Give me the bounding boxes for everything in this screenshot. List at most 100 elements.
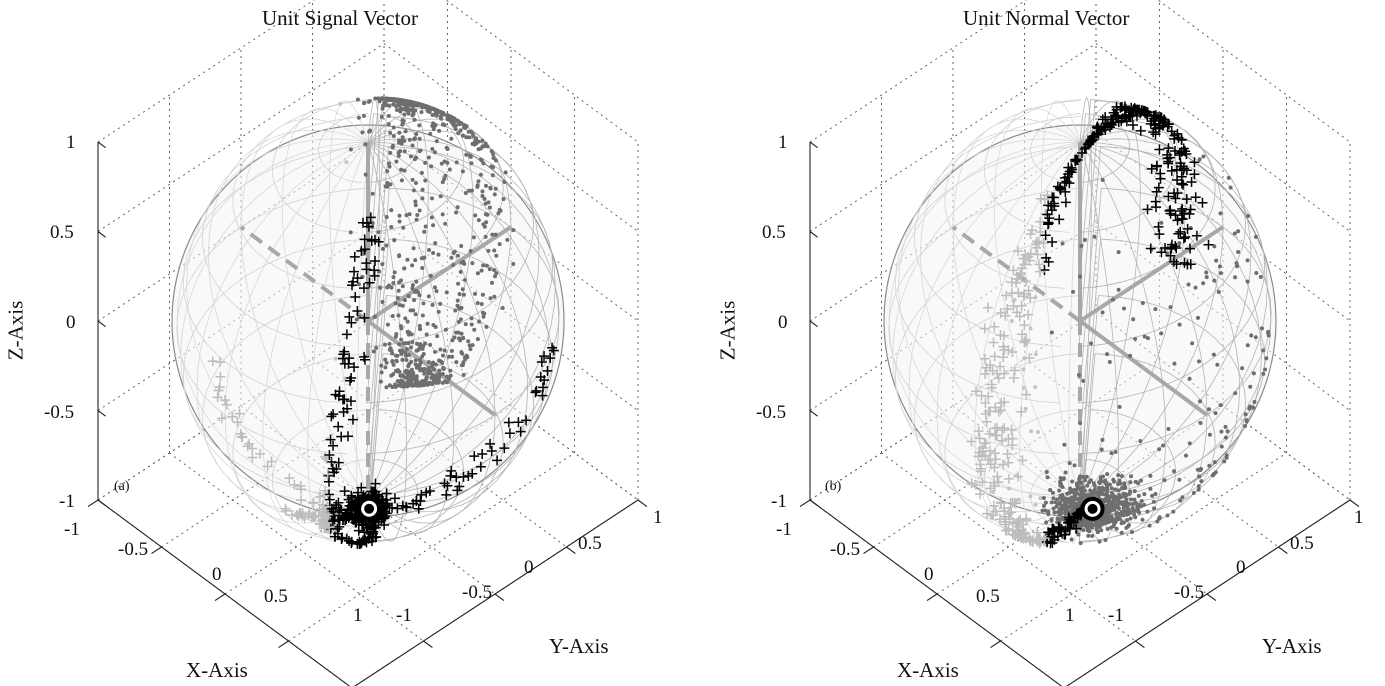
data-point-plus: [988, 337, 999, 348]
data-point-dot: [391, 102, 396, 107]
data-point-dot: [433, 349, 438, 354]
data-point-plus: [537, 382, 548, 393]
z-tick-neg1-a: -1: [59, 491, 75, 512]
data-point-dot: [1067, 461, 1072, 466]
x-tick-0.5-a: 0.5: [264, 586, 288, 607]
z-tick-mark: [809, 141, 818, 149]
data-point-plus: [296, 495, 307, 506]
data-point-dot: [1103, 497, 1108, 502]
data-point-dot: [404, 358, 409, 363]
data-point-plus: [995, 361, 1006, 372]
data-point-dot: [412, 137, 417, 142]
data-point-dot: [502, 180, 507, 185]
data-point-dot: [1153, 307, 1158, 312]
data-point-dot: [490, 173, 495, 178]
data-point-plus: [976, 390, 987, 401]
data-point-dot: [468, 347, 473, 352]
data-point-plus: [235, 428, 246, 439]
data-point-plus: [1181, 194, 1192, 205]
data-point-dot: [1041, 495, 1046, 500]
data-point-plus: [327, 463, 338, 474]
data-point-dot: [1218, 211, 1223, 216]
data-point-dot: [400, 135, 405, 140]
data-point-dot: [384, 385, 389, 390]
data-point-dot: [397, 280, 402, 285]
data-point-dot: [419, 170, 424, 175]
data-point-dot: [399, 373, 404, 378]
chart-canvas-a: [87, 0, 648, 686]
data-point-dot: [1166, 427, 1171, 432]
data-point-plus: [990, 430, 1001, 441]
data-point-plus: [499, 443, 510, 454]
data-point-dot: [436, 377, 441, 382]
data-point-dot: [1151, 499, 1156, 504]
z-tick-mark: [809, 499, 818, 507]
data-point-dot: [400, 120, 405, 125]
data-point-dot: [396, 288, 401, 293]
data-point-dot: [421, 103, 426, 108]
data-point-plus: [984, 406, 995, 417]
data-point-plus: [1176, 171, 1187, 182]
data-point-dot: [1145, 509, 1150, 514]
data-point-dot: [1259, 326, 1264, 331]
data-point-dot: [1258, 274, 1263, 279]
data-point-dot: [367, 129, 372, 134]
data-point-dot: [1131, 502, 1136, 507]
data-point-dot: [462, 123, 467, 128]
data-point-dot: [469, 188, 474, 193]
data-point-dot: [440, 371, 445, 376]
data-point-plus: [1016, 300, 1027, 311]
data-point-plus: [347, 414, 358, 425]
data-point-dot: [1198, 467, 1203, 472]
data-point-dot: [1048, 487, 1053, 492]
data-point-dot: [1012, 298, 1017, 303]
data-point-dot: [428, 273, 433, 278]
data-point-dot: [405, 381, 410, 386]
data-point-dot: [1196, 484, 1201, 489]
data-point-dot: [388, 182, 393, 187]
data-point-dot: [493, 186, 498, 191]
data-point-plus: [1071, 523, 1082, 534]
y-tick-neg0.5-b: -0.5: [1174, 582, 1205, 603]
data-point-plus: [996, 498, 1007, 509]
data-point-plus: [207, 356, 218, 367]
data-point-plus: [1166, 243, 1177, 254]
data-point-dot: [1007, 486, 1012, 491]
data-point-dot: [407, 330, 412, 335]
data-point-plus: [477, 449, 488, 460]
data-point-dot: [445, 160, 450, 165]
data-point-dot: [1212, 460, 1217, 465]
data-point-dot: [1097, 539, 1102, 544]
data-point-dot: [402, 112, 407, 117]
data-point-dot: [433, 122, 438, 127]
data-point-dot: [1063, 470, 1068, 475]
data-point-dot: [464, 353, 469, 358]
data-point-dot: [476, 139, 481, 144]
x-tick-mark: [278, 640, 289, 649]
data-point-plus: [975, 466, 986, 477]
data-point-dot: [461, 335, 466, 340]
data-point-dot: [420, 313, 425, 318]
x-tick-mark: [799, 499, 811, 508]
data-point-plus: [536, 356, 547, 367]
data-point-plus: [1025, 292, 1036, 303]
x-tick-mark: [214, 593, 226, 602]
data-point-dot: [1103, 504, 1108, 509]
data-point-plus: [1164, 206, 1175, 217]
data-point-dot: [1033, 385, 1038, 390]
data-point-dot: [1086, 492, 1091, 497]
sphere-longitude: [936, 141, 1081, 524]
data-point-dot: [396, 313, 401, 318]
data-point-dot: [503, 170, 508, 175]
data-point-plus: [987, 510, 998, 521]
data-point-dot: [1201, 154, 1206, 159]
data-point-dot: [363, 142, 368, 147]
data-point-dot: [1254, 270, 1259, 275]
data-point-dot: [1121, 513, 1126, 518]
data-point-dot: [1118, 495, 1123, 500]
data-point-dot: [1213, 411, 1218, 416]
data-point-dot: [481, 314, 486, 319]
z-tick-mark: [97, 320, 106, 328]
data-point-plus: [1043, 217, 1054, 228]
data-point-plus: [997, 425, 1008, 436]
